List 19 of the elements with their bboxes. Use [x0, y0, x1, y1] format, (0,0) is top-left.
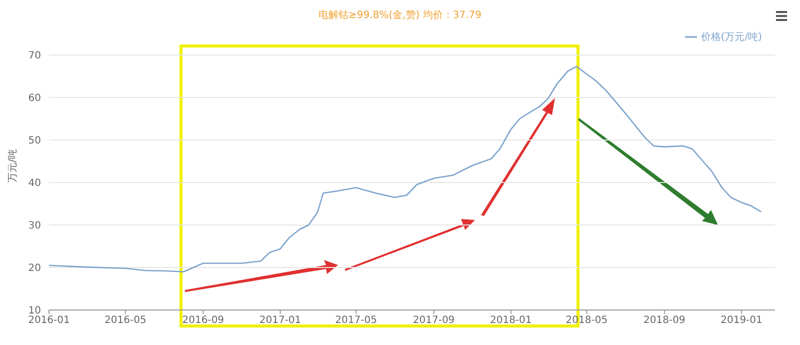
y-tick-label: 20: [28, 263, 41, 274]
x-tick-label: 2017-09: [412, 315, 455, 326]
chart-title: 电解钴≥99.8%(金,赞) 均价：37.79: [318, 8, 482, 22]
y-tick-label: 40: [28, 178, 41, 190]
x-tick-label: 2018-01: [490, 315, 532, 326]
y-tick-label: 60: [28, 93, 41, 104]
x-tick-label: 2016-05: [104, 315, 146, 326]
x-tick-label: 2019-01: [720, 315, 762, 326]
legend-label: 价格(万元/吨): [700, 32, 762, 43]
x-tick-label: 2016-09: [182, 315, 224, 326]
y-tick-label: 30: [28, 220, 41, 232]
x-tick-label: 2018-09: [644, 315, 686, 326]
x-tick-label: 2017-01: [259, 315, 302, 326]
line-series: [49, 66, 762, 272]
y-tick-label: 70: [28, 50, 41, 62]
y-tick-label: 10: [28, 306, 41, 317]
x-tick-label: 2017-05: [335, 315, 377, 326]
x-tick-label: 2016-01: [28, 315, 70, 326]
y-tick-label: 50: [28, 136, 41, 147]
